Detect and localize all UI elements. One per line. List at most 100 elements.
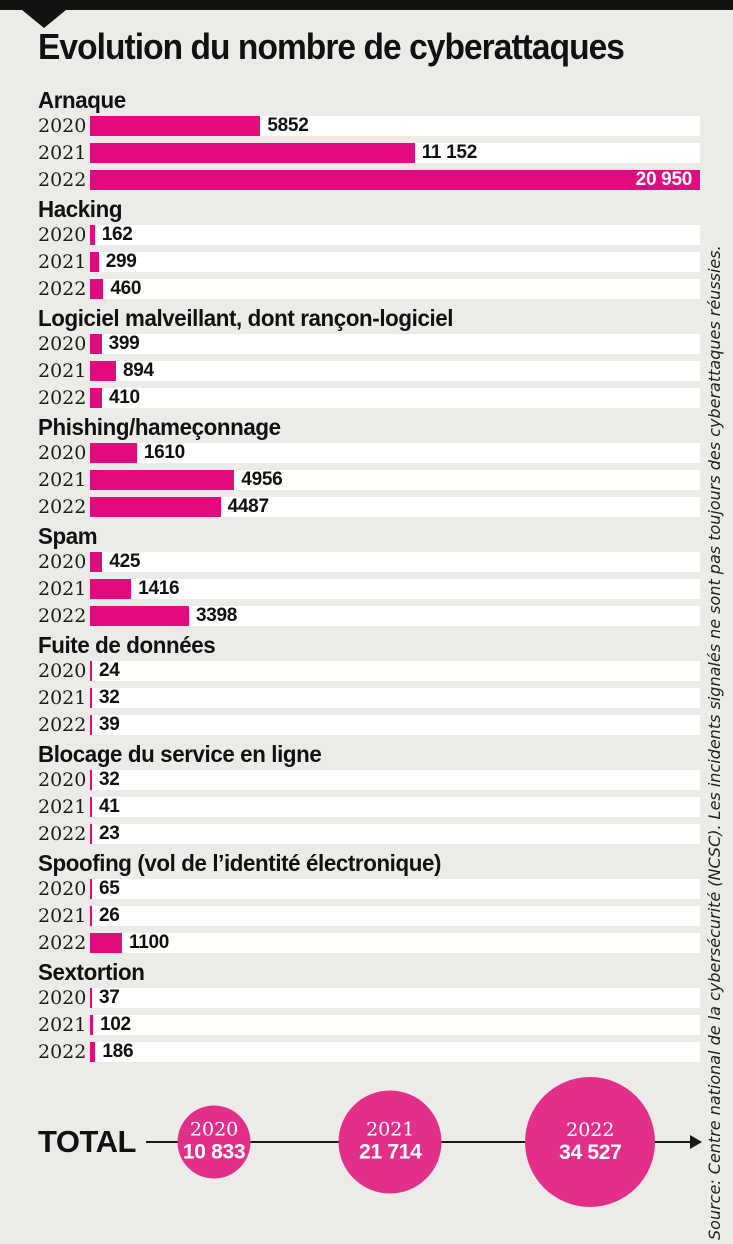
category-rows: 2020 32 2021 41 2022 23 <box>38 769 700 845</box>
total-circle-year: 2020 <box>189 1118 239 1141</box>
notch-triangle-icon <box>22 10 66 28</box>
bar-fill <box>90 443 137 463</box>
bar-row: 2021 11 152 <box>38 142 700 164</box>
category-group: Spam 2020 425 2021 1416 2022 3398 <box>38 524 700 627</box>
year-label: 2021 <box>38 142 87 164</box>
bar-row: 2021 32 <box>38 687 700 709</box>
bar-value: 1416 <box>138 578 180 599</box>
bar-value: 162 <box>101 224 133 245</box>
category-group: Blocage du service en ligne 2020 32 2021… <box>38 741 700 845</box>
bar-value: 24 <box>99 660 120 681</box>
bar-track: 20 950 <box>90 169 700 190</box>
bar-row: 2022 4487 <box>38 496 700 518</box>
category-label: Fuite de données <box>38 632 216 658</box>
total-circle-value: 21 714 <box>359 1140 422 1164</box>
year-label: 2020 <box>38 769 87 791</box>
year-label: 2022 <box>38 387 87 409</box>
bar-track: 4487 <box>90 496 700 517</box>
category-label: Phishing/hameçonnage <box>38 414 281 440</box>
bar-value: 65 <box>99 878 120 899</box>
bar-fill <box>90 906 92 926</box>
year-label: 2022 <box>38 496 87 518</box>
bar-value: 23 <box>99 823 120 844</box>
bar-row: 2021 1416 <box>38 578 700 600</box>
bar-value: 460 <box>110 278 142 299</box>
bar-row: 2021 299 <box>38 251 700 273</box>
total-circle-value: 10 833 <box>182 1140 246 1164</box>
bar-row: 2022 20 950 <box>38 169 700 191</box>
total-band: TOTAL 2020 10 833 2021 21 714 2022 34 52… <box>38 1069 702 1214</box>
bar-row: 2020 5852 <box>38 115 700 137</box>
bar-row: 2020 65 <box>38 878 700 900</box>
year-label: 2021 <box>38 578 87 600</box>
year-label: 2021 <box>38 469 87 491</box>
category-rows: 2020 37 2021 102 2022 186 <box>38 987 700 1063</box>
bar-fill <box>90 279 104 299</box>
year-label: 2021 <box>38 360 87 382</box>
bar-track: 39 <box>90 714 700 735</box>
year-label: 2021 <box>38 1014 87 1036</box>
bar-value: 39 <box>99 714 120 735</box>
bar-value: 11 152 <box>421 142 478 163</box>
bar-row: 2022 410 <box>38 387 700 409</box>
bar-value: 410 <box>108 387 140 408</box>
bar-fill <box>90 797 92 817</box>
bar-track: 5852 <box>90 115 700 136</box>
bar-value: 186 <box>102 1041 134 1062</box>
bar-track: 410 <box>90 387 700 408</box>
bar-track: 23 <box>90 823 700 844</box>
bar-value: 102 <box>99 1014 131 1035</box>
bar-value: 37 <box>99 987 120 1008</box>
category-rows: 2020 399 2021 894 2022 410 <box>38 333 700 409</box>
bar-row: 2022 460 <box>38 278 700 300</box>
bar-value: 3398 <box>195 605 238 626</box>
bar-row: 2022 3398 <box>38 605 700 627</box>
year-label: 2021 <box>38 796 87 818</box>
bar-track: 299 <box>90 251 700 272</box>
bar-track: 186 <box>90 1041 700 1062</box>
bar-value: 20 950 <box>635 169 693 190</box>
bar-value: 894 <box>123 360 154 381</box>
category-rows: 2020 425 2021 1416 2022 3398 <box>38 551 700 627</box>
bar-value: 399 <box>108 333 140 354</box>
category-label: Arnaque <box>38 87 126 113</box>
bar-track: 26 <box>90 905 700 926</box>
source-note: Source: Centre national de la cybersécur… <box>705 245 724 1240</box>
bar-track: 1610 <box>90 442 700 463</box>
bar-fill <box>90 470 235 490</box>
bar-row: 2020 425 <box>38 551 700 573</box>
bar-fill <box>90 170 700 190</box>
category-label: Blocage du service en ligne <box>38 741 322 767</box>
bar-fill <box>90 770 92 790</box>
year-label: 2021 <box>38 905 87 927</box>
bar-track: 37 <box>90 987 700 1008</box>
bar-fill <box>90 988 92 1008</box>
total-circle-year: 2022 <box>566 1118 615 1141</box>
bar-fill <box>90 824 92 844</box>
bar-track: 425 <box>90 551 700 572</box>
bar-value: 299 <box>105 251 137 272</box>
category-group: Arnaque 2020 5852 2021 11 152 2022 20 95… <box>38 87 700 191</box>
bar-row: 2020 1610 <box>38 442 700 464</box>
bar-row: 2022 23 <box>38 823 700 845</box>
category-rows: 2020 5852 2021 11 152 2022 20 950 <box>38 115 700 191</box>
bar-value: 41 <box>99 796 120 817</box>
bar-track: 32 <box>90 769 700 790</box>
category-label: Spoofing (vol de l’identité électronique… <box>38 850 442 876</box>
bar-track: 3398 <box>90 605 700 626</box>
category-group: Phishing/hameçonnage 2020 1610 2021 4956… <box>38 414 700 518</box>
bar-row: 2020 37 <box>38 987 700 1009</box>
total-circle-value: 34 527 <box>559 1140 622 1164</box>
bar-track: 65 <box>90 878 700 899</box>
year-label: 2022 <box>38 1041 87 1063</box>
bar-row: 2022 186 <box>38 1041 700 1063</box>
year-label: 2022 <box>38 169 87 191</box>
bar-row: 2022 1100 <box>38 932 700 954</box>
year-label: 2020 <box>38 878 87 900</box>
year-label: 2020 <box>38 333 87 355</box>
bar-row: 2021 102 <box>38 1014 700 1036</box>
category-rows: 2020 24 2021 32 2022 39 <box>38 660 700 736</box>
top-black-bar <box>0 0 733 10</box>
bar-value: 5852 <box>267 115 309 136</box>
year-label: 2021 <box>38 687 87 709</box>
